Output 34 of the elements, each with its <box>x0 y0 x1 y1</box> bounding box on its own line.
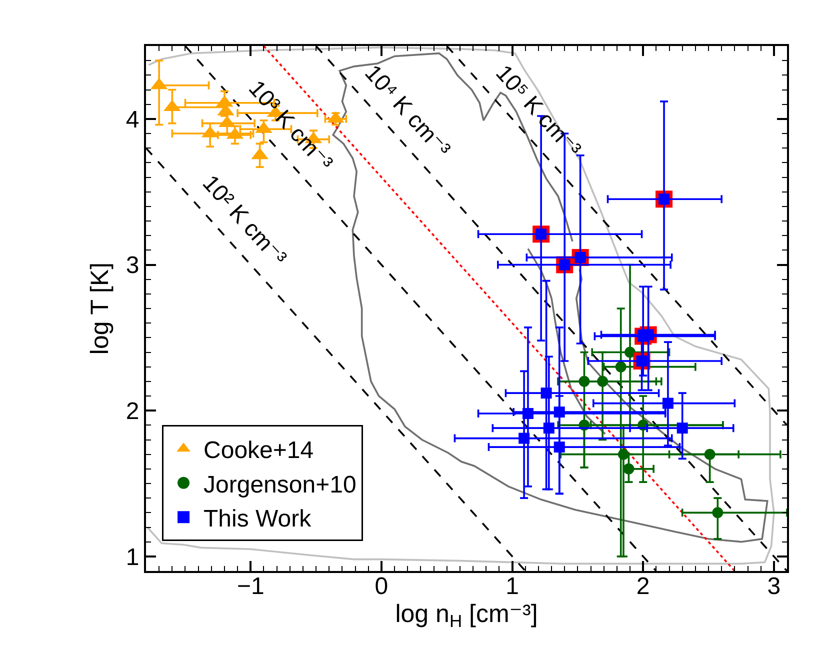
annotation: 10⁵ K cm⁻³ <box>490 60 587 162</box>
point <box>712 507 724 518</box>
y-tick-label: 4 <box>126 106 140 134</box>
point <box>597 376 608 387</box>
point <box>618 448 629 460</box>
point <box>554 406 565 418</box>
legend-label: This Work <box>204 505 312 532</box>
x-tick-label: −1 <box>236 572 264 600</box>
point <box>518 432 530 444</box>
annotation: 10⁴ K cm⁻³ <box>360 60 456 162</box>
y-axis-title: log T [K] <box>86 262 114 355</box>
point <box>704 448 716 460</box>
point <box>623 463 634 474</box>
point <box>522 408 534 419</box>
y-tick-label: 1 <box>126 544 140 571</box>
point <box>554 442 565 453</box>
point <box>615 361 626 372</box>
line-series <box>146 46 775 565</box>
point <box>624 346 636 358</box>
x-axis-title: log n$_{H}$ [cm⁻³] <box>395 600 538 632</box>
x-tick-label: 1 <box>506 572 519 600</box>
legend-label: Jorgenson+10 <box>204 471 356 498</box>
x-tick-label: 0 <box>374 572 388 600</box>
point <box>676 422 688 434</box>
point <box>662 398 674 409</box>
y-tick-label: 2 <box>126 398 140 425</box>
point <box>578 376 590 387</box>
legend-label: Cooke+14 <box>204 437 314 464</box>
y-tick-label: 3 <box>126 252 140 280</box>
point <box>540 388 552 399</box>
x-tick-label: 3 <box>767 572 781 600</box>
x-tick-label: 2 <box>636 572 650 600</box>
line-series <box>527 248 606 435</box>
point <box>543 422 554 434</box>
